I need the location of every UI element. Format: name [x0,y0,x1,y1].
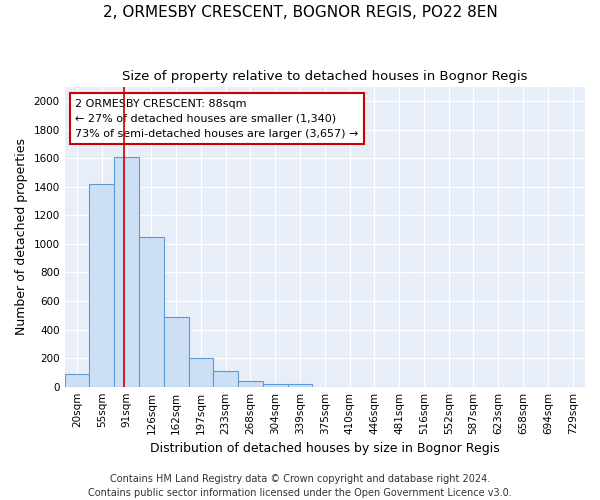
Bar [188,358,214,386]
Bar [114,157,139,386]
Bar [89,184,114,386]
Y-axis label: Number of detached properties: Number of detached properties [15,138,28,336]
Bar [238,381,263,386]
Text: 2, ORMESBY CRESCENT, BOGNOR REGIS, PO22 8EN: 2, ORMESBY CRESCENT, BOGNOR REGIS, PO22 … [103,5,497,20]
Title: Size of property relative to detached houses in Bognor Regis: Size of property relative to detached ho… [122,70,527,83]
Text: 2 ORMESBY CRESCENT: 88sqm
← 27% of detached houses are smaller (1,340)
73% of se: 2 ORMESBY CRESCENT: 88sqm ← 27% of detac… [75,99,358,138]
Bar [214,371,238,386]
Bar [263,384,287,386]
Bar [164,316,188,386]
Bar [287,384,313,386]
Bar [139,237,164,386]
X-axis label: Distribution of detached houses by size in Bognor Regis: Distribution of detached houses by size … [150,442,500,455]
Bar [65,374,89,386]
Text: Contains HM Land Registry data © Crown copyright and database right 2024.
Contai: Contains HM Land Registry data © Crown c… [88,474,512,498]
